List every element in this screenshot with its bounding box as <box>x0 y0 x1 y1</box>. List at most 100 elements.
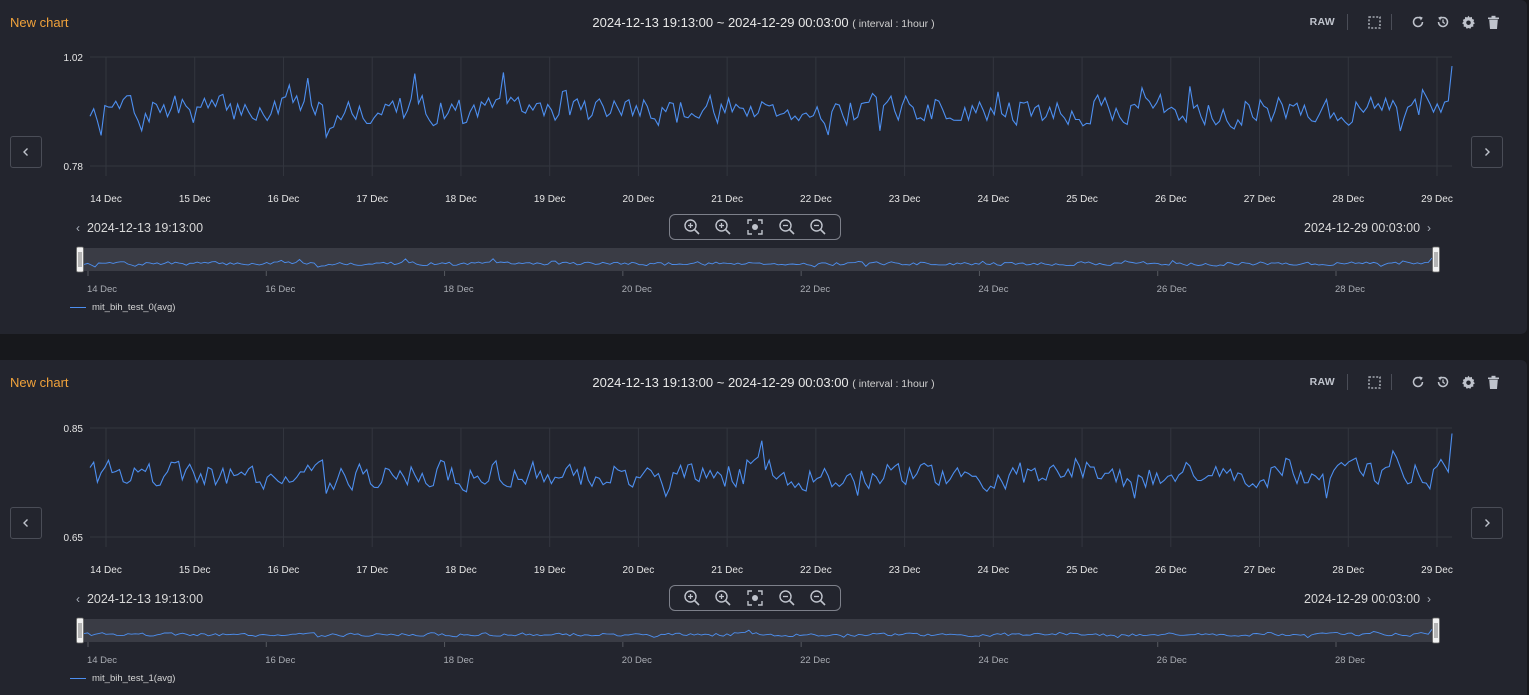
navigator-tick-label: 16 Dec <box>265 655 295 666</box>
chevron-left-icon[interactable]: ‹ <box>76 221 80 235</box>
x-tick-label: 25 Dec <box>1066 565 1098 576</box>
raw-toggle-button[interactable]: RAW <box>1309 16 1335 28</box>
zoom-in-2x-button[interactable] <box>713 588 733 608</box>
navigator-selection[interactable] <box>80 619 1436 642</box>
trash-icon[interactable] <box>1485 374 1501 390</box>
navigator-selection[interactable] <box>80 248 1436 271</box>
zoom-in-icon <box>684 590 700 606</box>
x-tick-label: 18 Dec <box>445 565 477 576</box>
next-range-button[interactable] <box>1471 507 1503 539</box>
zoom-in-4x-button[interactable] <box>682 217 702 237</box>
x-tick-label: 23 Dec <box>889 565 921 576</box>
navigator-end-date: 2024-12-29 00:03:00 <box>1304 221 1421 235</box>
chart-title[interactable]: New chart <box>10 375 69 390</box>
navigator-handle[interactable] <box>76 617 84 644</box>
legend-item[interactable]: mit_bih_test_1(avg) <box>70 673 175 684</box>
x-tick-label: 17 Dec <box>356 194 388 205</box>
line-chart[interactable]: 14 Dec 15 Dec 16 Dec 17 Dec 18 Dec 19 Dec 20 D… <box>0 360 1527 695</box>
navigator-tick-label: 22 Dec <box>800 655 830 666</box>
prev-range-button[interactable] <box>10 507 42 539</box>
chevron-left-icon[interactable]: ‹ <box>76 592 80 606</box>
x-tick-label: 24 Dec <box>977 565 1009 576</box>
zoom-in-icon <box>715 219 731 235</box>
refresh-icon[interactable] <box>1410 374 1426 390</box>
legend-item[interactable]: mit_bih_test_0(avg) <box>70 302 175 313</box>
line-chart[interactable]: 14 Dec 15 Dec 16 Dec 17 Dec 18 Dec 19 Dec 20 D… <box>0 0 1527 334</box>
zoom-in-2x-button[interactable] <box>713 217 733 237</box>
refresh-icon[interactable] <box>1410 14 1426 30</box>
interval-label: ( interval : 1hour ) <box>852 378 935 390</box>
x-tick-label: 22 Dec <box>800 194 832 205</box>
zoom-out-2x-button[interactable] <box>777 217 797 237</box>
interval-label: ( interval : 1hour ) <box>852 18 935 30</box>
x-tick-label: 21 Dec <box>711 565 743 576</box>
series-line[interactable] <box>89 433 1453 499</box>
x-tick-label: 20 Dec <box>623 565 655 576</box>
zoom-in-icon <box>715 590 731 606</box>
legend-label: mit_bih_test_0(avg) <box>92 302 176 313</box>
navigator-tick-label: 24 Dec <box>978 655 1008 666</box>
trash-icon[interactable] <box>1485 14 1501 30</box>
x-tick-label: 16 Dec <box>268 565 300 576</box>
zoom-out-4x-button[interactable] <box>808 217 828 237</box>
gear-icon[interactable] <box>1460 374 1476 390</box>
zoom-out-icon <box>778 219 795 235</box>
x-tick-label: 22 Dec <box>800 565 832 576</box>
prev-range-button[interactable] <box>10 136 42 168</box>
zoom-out-icon <box>810 219 826 235</box>
range-start: 2024-12-13 19:13:00 <box>592 15 714 30</box>
navigator-series-line <box>83 629 1433 639</box>
chevron-right-icon[interactable]: › <box>1427 592 1432 606</box>
select-box-icon[interactable] <box>1366 374 1382 390</box>
zoom-controls <box>669 585 841 611</box>
chart-toolbar: RAW <box>1310 11 1501 33</box>
range-separator: ~ <box>713 15 728 30</box>
chevron-right-icon[interactable]: › <box>1427 221 1432 235</box>
chart-panel: New chart 2024-12-13 19:13:00 ~ 2024-12-… <box>0 360 1527 695</box>
y-tick-label: 0.65 <box>64 533 84 544</box>
navigator-tick-label: 26 Dec <box>1157 655 1187 666</box>
navigator-start-date: 2024-12-13 19:13:00 <box>86 592 204 606</box>
gear-icon[interactable] <box>1460 14 1476 30</box>
history-icon[interactable] <box>1435 14 1451 30</box>
x-tick-label: 25 Dec <box>1066 194 1098 205</box>
x-tick-label: 29 Dec <box>1421 565 1453 576</box>
x-tick-label: 26 Dec <box>1155 194 1187 205</box>
x-tick-label: 21 Dec <box>711 194 743 205</box>
time-range-header: 2024-12-13 19:13:00 ~ 2024-12-29 00:03:0… <box>0 15 1527 30</box>
range-start: 2024-12-13 19:13:00 <box>592 375 714 390</box>
chart-title[interactable]: New chart <box>10 15 69 30</box>
navigator-handle[interactable] <box>1432 246 1440 273</box>
navigator-tick-label: 18 Dec <box>444 655 474 666</box>
zoom-out-4x-button[interactable] <box>808 588 828 608</box>
navigator[interactable] <box>76 617 1440 644</box>
navigator-tick-label: 14 Dec <box>87 284 117 295</box>
navigator-tick-label: 18 Dec <box>444 284 474 295</box>
navigator-start: ‹ 2024-12-13 19:13:00 <box>76 221 203 235</box>
select-box-icon[interactable] <box>1366 14 1382 30</box>
focus-button[interactable] <box>745 217 765 237</box>
zoom-out-icon <box>810 590 826 606</box>
navigator-tick-label: 24 Dec <box>978 284 1008 295</box>
series-line[interactable] <box>89 66 1453 140</box>
x-tick-label: 28 Dec <box>1332 565 1364 576</box>
navigator-tick-label: 26 Dec <box>1157 284 1187 295</box>
y-tick-label: 0.85 <box>64 424 84 435</box>
x-tick-label: 14 Dec <box>90 565 122 576</box>
focus-button[interactable] <box>745 588 765 608</box>
range-end: 2024-12-29 00:03:00 <box>727 15 849 30</box>
navigator[interactable] <box>76 246 1440 273</box>
zoom-out-2x-button[interactable] <box>777 588 797 608</box>
x-tick-label: 24 Dec <box>977 194 1009 205</box>
y-tick-label: 0.78 <box>64 162 84 173</box>
zoom-out-icon <box>778 590 795 606</box>
navigator-handle[interactable] <box>1432 617 1440 644</box>
navigator-handle[interactable] <box>76 246 84 273</box>
next-range-button[interactable] <box>1471 136 1503 168</box>
history-icon[interactable] <box>1435 374 1451 390</box>
x-tick-label: 23 Dec <box>889 194 921 205</box>
zoom-in-4x-button[interactable] <box>682 588 702 608</box>
toolbar-divider <box>1347 374 1348 390</box>
navigator-tick-label: 14 Dec <box>87 655 117 666</box>
raw-toggle-button[interactable]: RAW <box>1309 376 1335 388</box>
